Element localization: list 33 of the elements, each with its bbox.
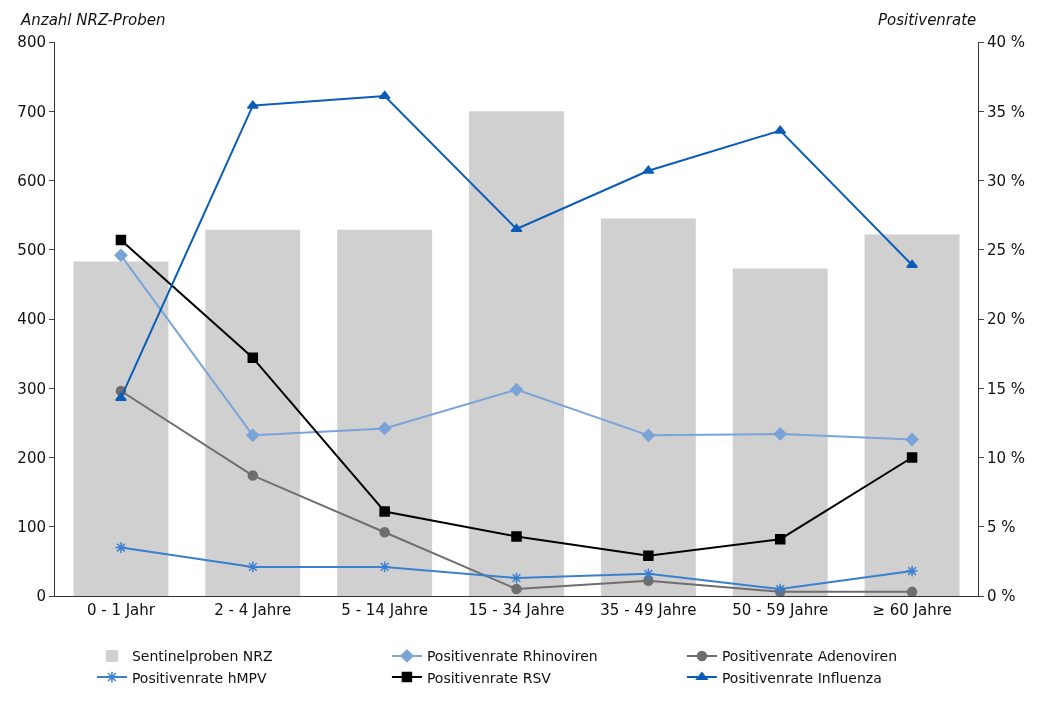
- y2-tick-label: 25 %: [987, 241, 1026, 259]
- y2-tick-label: 20 %: [987, 310, 1026, 329]
- y2-tick-label: 0 %: [987, 587, 1016, 606]
- y2-tick-label: 40 %: [987, 33, 1026, 52]
- x-tick-label: 0 - 1 Jahr: [86, 601, 156, 619]
- x-tick-label: 5 - 14 Jahre: [341, 601, 428, 619]
- y-tick-label: 400: [17, 310, 46, 329]
- y-tick-label: 800: [17, 33, 46, 52]
- x-tick-label: 35 - 49 Jahre: [600, 601, 697, 619]
- y-axis-title: Anzahl NRZ-Proben: [20, 11, 166, 29]
- x-tick-label: ≥ 60 Jahre: [872, 601, 952, 619]
- y2-tick-label: 35 %: [987, 102, 1026, 121]
- y-tick-label: 600: [17, 171, 46, 190]
- y-tick-label: 0: [36, 587, 46, 606]
- legend-label: Positivenrate Influenza: [721, 669, 882, 686]
- y2-tick-label: 15 %: [987, 379, 1026, 398]
- legend-label: Positivenrate Rhinoviren: [426, 648, 598, 665]
- y2-tick-label: 10 %: [987, 448, 1026, 467]
- legend-label: Positivenrate hMPV: [131, 669, 268, 686]
- y-tick-label: 300: [17, 379, 46, 398]
- y-tick-label: 200: [17, 448, 46, 467]
- y-tick-label: 500: [17, 241, 46, 259]
- legend-label: Positivenrate Adenoviren: [721, 648, 898, 665]
- x-tick-label: 15 - 34 Jahre: [468, 601, 565, 619]
- legend-label: Positivenrate RSV: [426, 669, 552, 686]
- y-tick-label: 700: [17, 102, 46, 121]
- y2-axis-title: Positivenrate: [878, 11, 977, 29]
- y2-tick-label: 30 %: [987, 171, 1026, 190]
- y-tick-label: 100: [17, 518, 46, 536]
- x-tick-label: 50 - 59 Jahre: [732, 601, 829, 619]
- legend-label: Sentinelproben NRZ: [131, 648, 273, 665]
- x-tick-label: 2 - 4 Jahre: [214, 601, 292, 619]
- y2-tick-label: 5 %: [987, 518, 1016, 536]
